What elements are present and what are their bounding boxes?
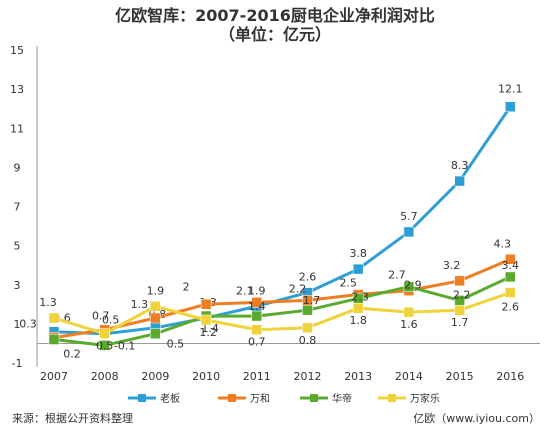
x-tick-label: 2009 — [141, 370, 169, 383]
data-point — [302, 304, 313, 316]
data-label: 1.7 — [303, 294, 321, 307]
data-point — [99, 340, 110, 351]
data-point — [150, 328, 161, 339]
data-label: 3.2 — [443, 259, 461, 272]
data-label: 4.3 — [494, 237, 512, 250]
data-point — [505, 271, 516, 283]
data-point — [505, 101, 516, 112]
y-tick-label: 3 — [14, 279, 21, 292]
series-line-万家乐 — [53, 291, 511, 336]
series-line-华帝 — [53, 275, 511, 347]
data-point — [403, 281, 415, 292]
data-point — [403, 306, 415, 318]
x-tick-label: 2007 — [40, 370, 68, 383]
legend-label: 万和 — [250, 393, 270, 405]
data-label: 2.6 — [299, 271, 317, 284]
data-label: 2.3 — [351, 290, 369, 303]
y-tick-label: 1 — [14, 318, 21, 331]
data-label: 0.2 — [63, 348, 81, 361]
data-label: 1.3 — [131, 298, 149, 311]
data-label: 1.6 — [400, 318, 418, 331]
data-point — [352, 263, 364, 275]
data-label: 12.1 — [498, 83, 523, 96]
data-label: 2.2 — [289, 282, 307, 295]
source-note: 来源：根据公开资料整理 — [12, 412, 133, 425]
data-label: 2.2 — [453, 288, 471, 301]
x-tick-label: 2015 — [446, 370, 474, 383]
data-label: 0.8 — [299, 334, 317, 347]
data-label: 0.5 — [102, 314, 120, 327]
x-tick-label: 2014 — [395, 370, 423, 383]
data-label: 0.7 — [248, 336, 266, 349]
data-label: 2 — [183, 280, 190, 293]
data-label: 0.5 — [167, 338, 185, 351]
chart-subtitle: （单位：亿元） — [218, 25, 331, 44]
legend-swatch-marker — [228, 394, 236, 402]
brand-credit: 亿欧（www.iyiou.com） — [413, 412, 540, 425]
data-point — [200, 299, 212, 310]
data-point — [200, 314, 212, 326]
y-tick-label: 13 — [10, 83, 24, 96]
y-tick-label: 5 — [14, 240, 21, 253]
data-label: 1.4 — [248, 300, 266, 313]
data-label: 2.5 — [339, 277, 357, 290]
data-label: 0.7 — [92, 310, 110, 323]
legend-swatch-marker — [388, 394, 396, 402]
legend-swatch-marker — [138, 394, 146, 402]
data-label: 5.7 — [400, 210, 418, 223]
data-label: 2.1 — [236, 284, 254, 297]
y-tick-label: 15 — [10, 44, 24, 57]
y-tick-label: 11 — [10, 122, 24, 135]
legend-label: 华帝 — [332, 392, 352, 405]
data-point — [403, 226, 415, 238]
x-tick-label: 2008 — [91, 370, 119, 383]
data-label: 3.4 — [502, 259, 520, 272]
data-point — [150, 301, 161, 312]
data-point — [251, 310, 263, 322]
data-label: 0.3 — [19, 318, 37, 331]
data-label: 1.2 — [199, 326, 217, 339]
data-point — [251, 297, 263, 308]
legend-swatch-marker — [310, 394, 318, 402]
data-point — [302, 322, 313, 334]
data-point — [454, 275, 465, 287]
data-label: 1.7 — [451, 316, 469, 329]
x-tick-label: 2012 — [294, 370, 322, 383]
data-point — [99, 328, 110, 339]
data-point — [505, 254, 516, 265]
data-point — [251, 324, 263, 335]
x-tick-label: 2010 — [192, 370, 220, 383]
data-label: 3.8 — [349, 247, 367, 260]
data-point — [454, 304, 465, 316]
data-point — [150, 312, 161, 324]
data-label: 2.7 — [388, 269, 406, 282]
y-tick-label: 9 — [14, 161, 21, 174]
x-tick-label: 2011 — [243, 370, 271, 383]
data-label: 2.6 — [502, 301, 520, 314]
data-label: 1.9 — [147, 284, 165, 297]
data-point — [352, 302, 364, 314]
x-tick-label: 2013 — [344, 370, 372, 383]
series-line-万和 — [53, 257, 511, 340]
data-label: 1.3 — [39, 296, 57, 309]
y-tick-label: -1 — [12, 357, 23, 370]
data-label: 8.3 — [451, 159, 469, 172]
data-label: 1.8 — [349, 314, 367, 327]
chart-title: 亿欧智库：2007-2016厨电企业净利润对比 — [115, 6, 435, 25]
data-point — [48, 312, 60, 324]
data-label: 0.5 — [96, 340, 114, 353]
data-label: -0.1 — [114, 339, 135, 352]
legend-label: 老板 — [160, 392, 180, 405]
legend-label: 万家乐 — [410, 392, 440, 405]
y-tick-label: 7 — [14, 201, 21, 214]
data-point — [48, 334, 60, 345]
data-point — [505, 287, 516, 298]
data-label: 1.9 — [248, 284, 266, 297]
data-label: 2.9 — [404, 279, 422, 292]
data-label: 1.4 — [201, 322, 219, 335]
series-line-老板 — [53, 105, 512, 336]
data-point — [454, 175, 465, 187]
x-tick-label: 2016 — [496, 370, 524, 383]
